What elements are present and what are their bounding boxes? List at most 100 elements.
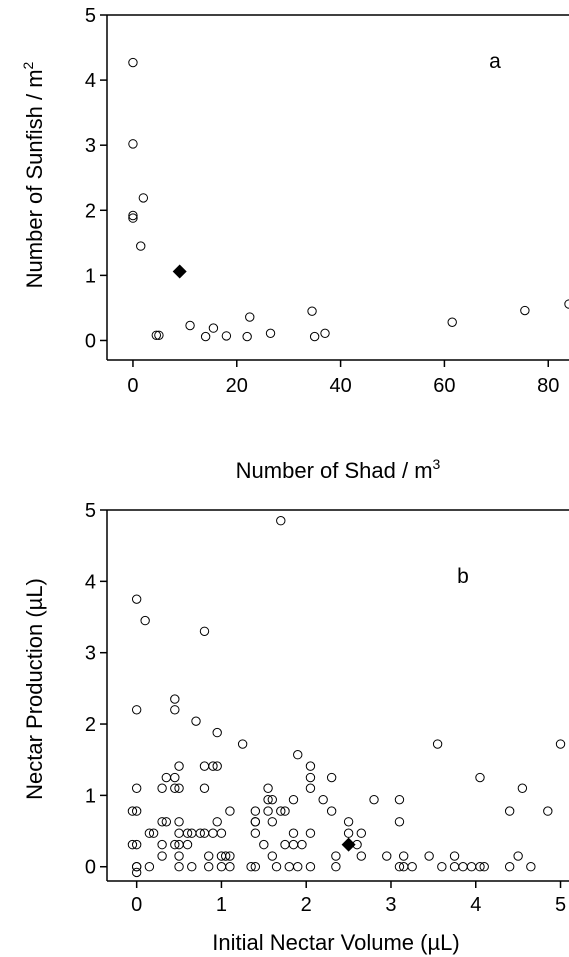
data-point [407, 862, 417, 872]
data-point [128, 139, 138, 149]
data-point [127, 839, 138, 850]
data-point [170, 772, 180, 783]
data-point [263, 794, 273, 805]
data-point [131, 594, 142, 604]
data-point [331, 862, 341, 872]
data-point [131, 806, 142, 816]
data-point [424, 851, 434, 861]
x-tick-label: 60 [433, 375, 455, 397]
data-point [182, 828, 193, 838]
panel-b-points [127, 516, 566, 878]
data-point [221, 331, 232, 341]
data-point [170, 839, 180, 850]
data-point [144, 862, 155, 872]
data-point [432, 739, 443, 749]
data-point [466, 862, 477, 872]
data-point [195, 828, 205, 838]
data-point [157, 783, 167, 793]
data-point [138, 193, 149, 203]
panel-a-y-label: Number of Sunfish / m2 [20, 61, 47, 288]
data-point [136, 241, 146, 251]
data-point [259, 839, 269, 850]
data-point [128, 210, 138, 221]
data-point [504, 862, 515, 872]
data-point [263, 783, 273, 793]
y-tick-label: 4 [85, 70, 96, 92]
data-point [174, 851, 184, 861]
data-point [199, 783, 210, 793]
data-point [394, 862, 405, 872]
data-point [555, 739, 566, 749]
data-point [151, 330, 162, 340]
x-tick-label: 3 [385, 894, 396, 916]
panel-a: 0 20 40 60 80 0 1 2 3 4 5 a Number of Shad / m3 N… [20, 5, 569, 483]
x-tick-label: 40 [329, 375, 351, 397]
data-point [208, 828, 218, 838]
data-point [479, 862, 489, 872]
data-point [271, 862, 282, 872]
data-point [200, 331, 211, 342]
data-point [305, 783, 316, 793]
x-tick-label: 1 [216, 894, 227, 916]
data-point [131, 867, 142, 878]
panel-b-y-label: Nectar Production (µL) [22, 578, 47, 800]
data-point [288, 839, 299, 850]
data-point [305, 761, 316, 771]
data-point [318, 794, 328, 805]
data-point [297, 839, 307, 850]
data-point [331, 851, 341, 861]
data-point [280, 839, 290, 850]
data-point [265, 328, 276, 339]
data-point [131, 783, 142, 793]
data-point [526, 862, 536, 872]
data-point [187, 862, 197, 872]
data-point [225, 806, 235, 816]
data-point [212, 817, 222, 827]
data-point [284, 862, 294, 872]
data-point [131, 862, 142, 872]
data-point [208, 323, 219, 333]
data-point [356, 828, 367, 838]
data-point [437, 862, 447, 872]
y-tick-label: 5 [85, 500, 96, 522]
panel-b-label: b [457, 565, 469, 588]
data-point [212, 761, 222, 771]
data-point [394, 794, 405, 805]
y-tick-label: 2 [85, 200, 96, 222]
data-point [543, 806, 553, 816]
data-point [293, 862, 303, 872]
data-point [276, 516, 286, 526]
data-point [520, 305, 530, 316]
data-point [140, 615, 150, 626]
data-point [250, 806, 261, 816]
data-point [237, 739, 248, 749]
data-point [191, 716, 201, 726]
data-point [309, 331, 320, 342]
data-point [504, 806, 515, 816]
panel-a-y-ticks: 0 1 2 3 4 5 [85, 5, 107, 352]
data-point [356, 851, 367, 861]
data-point [161, 772, 172, 783]
data-point [326, 772, 337, 783]
data-point [127, 806, 138, 816]
data-point [288, 828, 299, 838]
data-point [220, 851, 231, 861]
y-tick-label: 0 [85, 330, 96, 352]
data-point [174, 817, 184, 827]
data-point [250, 817, 261, 827]
data-point [382, 851, 392, 861]
x-tick-label: 0 [131, 894, 142, 916]
panel-a-label: a [489, 50, 501, 73]
highlight-point [172, 264, 187, 279]
data-point [369, 794, 379, 805]
data-point [225, 862, 235, 872]
data-point [293, 750, 303, 760]
panel-b-x-ticks: 0 1 2 3 4 5 [131, 881, 566, 916]
data-point [398, 851, 409, 861]
data-point [267, 851, 278, 861]
data-point [458, 862, 468, 872]
data-point [174, 828, 184, 838]
data-point [131, 839, 142, 850]
data-point [148, 828, 159, 838]
data-point [242, 331, 252, 342]
